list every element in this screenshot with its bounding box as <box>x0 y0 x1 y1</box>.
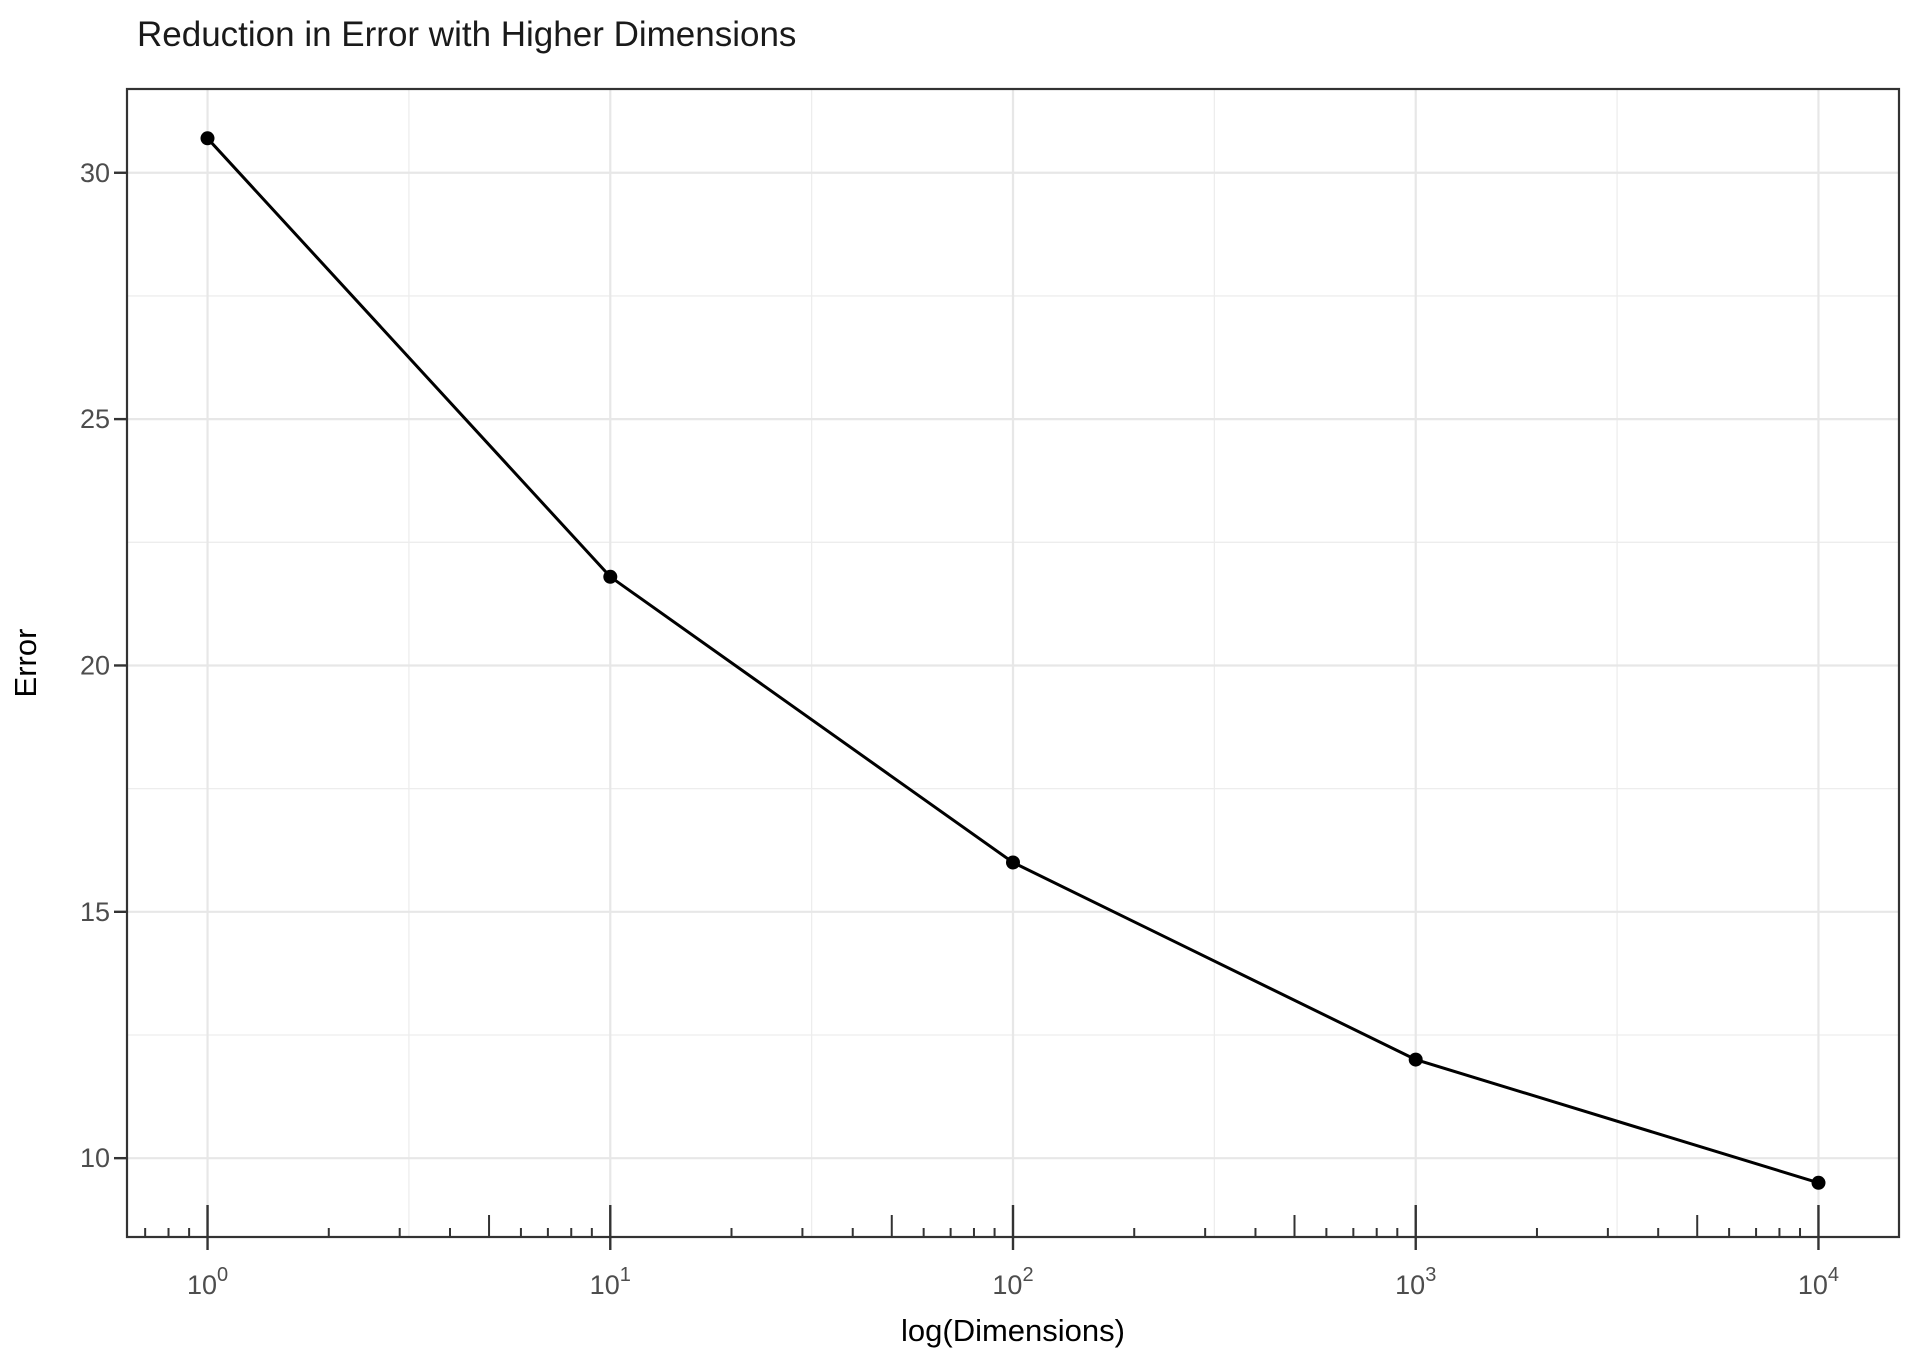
data-point <box>1408 1052 1423 1067</box>
y-tick-label: 15 <box>80 897 110 927</box>
y-tick-label: 20 <box>80 650 110 680</box>
x-tick-label: 104 <box>1798 1264 1839 1300</box>
x-tick-label: 103 <box>1395 1264 1436 1300</box>
y-tick-label: 10 <box>80 1143 110 1173</box>
data-point <box>1811 1175 1826 1190</box>
y-tick-label: 25 <box>80 404 110 434</box>
plot-dynamic-layer: 10 15 20 25 30 100 101 102 103 104 <box>80 87 1901 1300</box>
x-tick-label: 101 <box>590 1264 631 1300</box>
x-axis-title: log(Dimensions) <box>901 1313 1125 1348</box>
x-tick-label: 102 <box>992 1264 1033 1300</box>
data-point <box>603 569 618 584</box>
x-tick-label: 100 <box>187 1264 228 1300</box>
chart-title: Reduction in Error with Higher Dimension… <box>137 15 796 54</box>
data-point <box>200 131 215 146</box>
y-axis-title: Error <box>8 629 43 698</box>
data-point <box>1006 855 1020 870</box>
y-tick-label: 30 <box>80 158 110 188</box>
